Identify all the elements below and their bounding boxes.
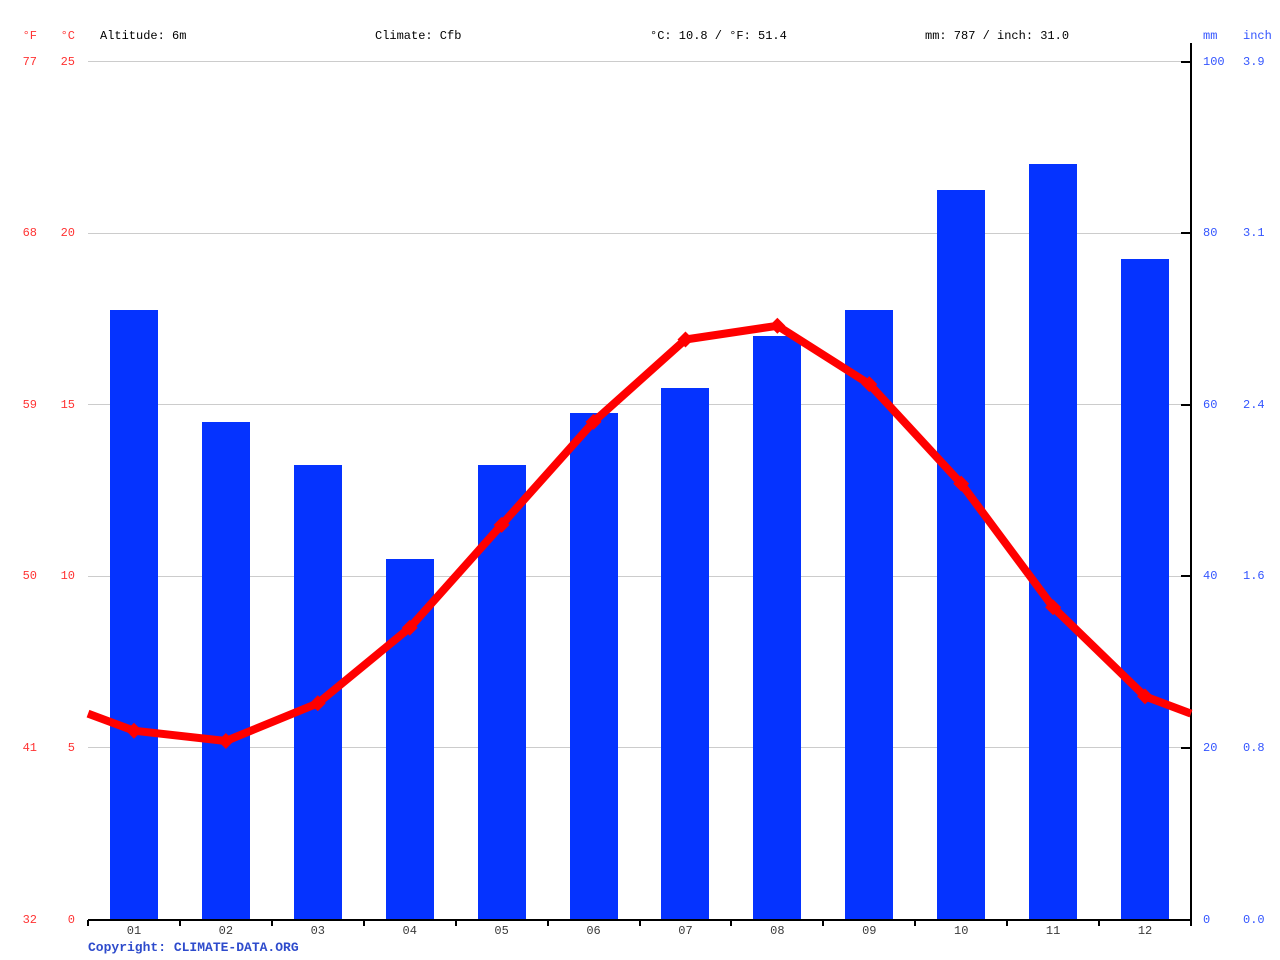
precip-bar-05 [477,464,526,920]
precip-axis-label-row: 20 0.8 [0,740,1280,756]
inch-unit-label: inch [1243,29,1272,43]
total-precipitation-label: mm: 787 / inch: 31.0 [925,29,1070,43]
fahrenheit-tick-label: 50 [22,569,37,584]
month-tick-label: 05 [494,924,509,938]
grid-line [88,747,1191,749]
month-tick-label: 10 [954,924,969,938]
inch-tick-label: 2.4 [1243,397,1265,412]
month-tick-label: 11 [1045,924,1061,938]
temperature-point-08 [769,317,786,334]
precip-axis-label-row: 0 0.0 [0,912,1280,928]
x-axis-tick [638,920,641,926]
temp-axis-label-row: 50 10 [0,568,80,584]
mm-tick-label: 80 [1203,226,1218,241]
mm-tick-label: 60 [1203,397,1218,412]
inch-tick-label: 1.6 [1243,569,1265,584]
x-axis-tick [1098,920,1101,926]
temp-axis-label-row: 77 25 [0,54,80,70]
precip-axis-label-row: 40 1.6 [0,568,1280,584]
right-axis-tick [1181,232,1191,235]
month-tick-label: 07 [678,924,693,938]
fahrenheit-tick-label: 41 [22,740,37,755]
month-tick-label: 12 [1137,924,1153,938]
temp-axis-label-row: 68 20 [0,225,80,241]
temp-axis-label-row: 59 15 [0,397,80,413]
temperature-line [86,321,1193,745]
right-axis-line [1190,43,1192,920]
celsius-tick-label: 10 [60,569,75,584]
precip-axis-label-row: 80 3.1 [0,225,1280,241]
precip-bar-07 [661,387,710,920]
x-axis-tick [87,920,89,926]
fahrenheit-tick-label: 59 [22,397,37,412]
climate-class-label: Climate: Cfb [375,29,462,43]
fahrenheit-tick-label: 77 [22,54,37,69]
x-axis-tick [454,920,457,926]
precip-axis-label-row: 60 2.4 [0,397,1280,413]
month-tick-label: 09 [862,924,877,938]
month-tick-label: 04 [402,924,417,938]
copyright-link[interactable]: Copyright: CLIMATE-DATA.ORG [88,940,299,955]
celsius-tick-label: 20 [60,226,75,241]
x-axis-tick [730,920,733,926]
precip-axis-label-row: 100 3.9 [0,54,1280,70]
precip-bar-02 [201,421,250,920]
celsius-tick-label: 15 [60,397,75,412]
x-axis-tick [270,920,273,926]
x-axis-tick [822,920,825,926]
precip-bar-03 [293,464,342,920]
mean-temperature-label: °C: 10.8 / °F: 51.4 [650,29,787,43]
month-tick-label: 02 [218,924,234,938]
x-axis-tick [1190,920,1192,926]
precip-bar-10 [937,190,986,920]
celsius-unit-label: °C [60,29,75,43]
month-tick-label: 06 [586,924,601,938]
precip-bar-06 [569,413,618,920]
mm-tick-label: 0 [1203,912,1211,927]
temp-axis-label-row: 32 0 [0,912,80,928]
grid-line [88,232,1191,234]
mm-tick-label: 40 [1203,569,1218,584]
month-tick-label: 08 [770,924,785,938]
mm-tick-label: 20 [1203,740,1218,755]
altitude-label: Altitude: 6m [100,29,187,43]
temperature-point-07 [677,331,694,348]
x-axis-line [88,918,1192,921]
mm-tick-label: 100 [1203,54,1225,69]
precip-bar-08 [753,336,802,920]
inch-tick-label: 3.9 [1243,54,1265,69]
x-axis-tick [546,920,549,926]
celsius-tick-label: 25 [60,54,75,69]
precip-bar-12 [1121,258,1170,920]
precip-bar-11 [1029,164,1078,920]
month-tick-label: 03 [310,924,325,938]
inch-tick-label: 0.8 [1243,740,1265,755]
x-axis-tick [914,920,917,926]
inch-tick-label: 3.1 [1243,226,1265,241]
celsius-tick-label: 5 [67,740,75,755]
celsius-tick-label: 0 [67,912,75,927]
inch-tick-label: 0.0 [1243,912,1265,927]
month-tick-label: 01 [126,924,142,938]
grid-line [88,61,1191,62]
x-axis-tick [178,920,181,926]
fahrenheit-tick-label: 68 [22,226,37,241]
right-axis-tick [1181,746,1191,749]
fahrenheit-unit-label: °F [22,29,37,43]
temp-axis-label-row: 41 5 [0,740,80,756]
mm-unit-label: mm [1203,29,1218,43]
right-axis-tick [1181,918,1191,921]
x-axis-tick [1006,920,1009,926]
fahrenheit-tick-label: 32 [22,912,37,927]
right-axis-tick [1181,60,1191,63]
x-axis-tick [362,920,365,926]
